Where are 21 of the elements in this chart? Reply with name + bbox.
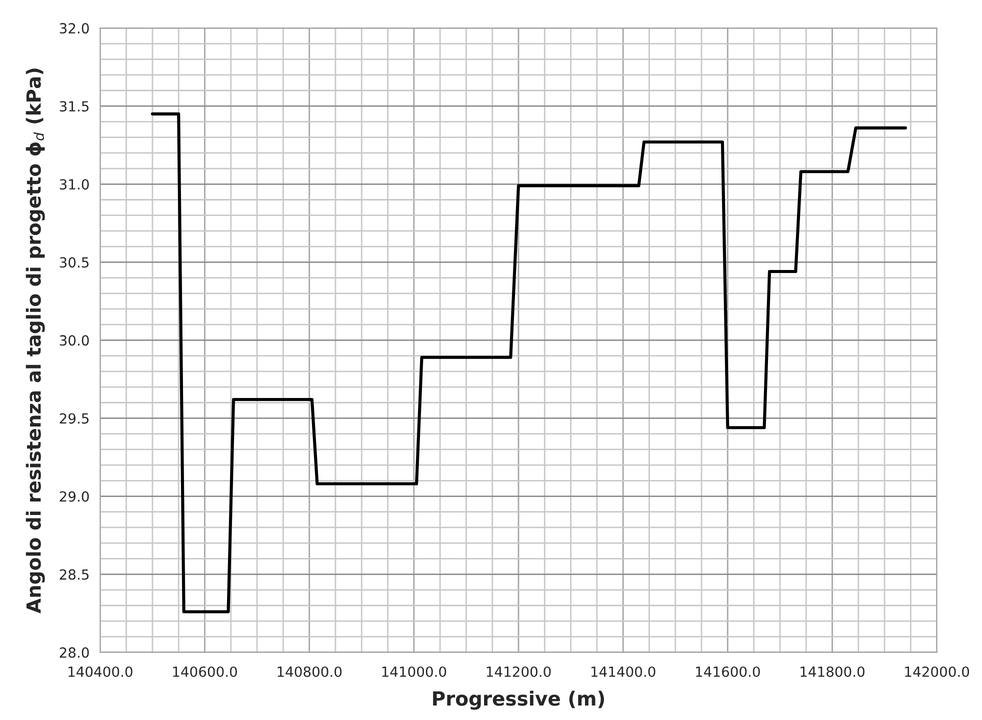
x-tick-label: 142000.0 [905,666,970,677]
y-tick-label: 29.5 [60,413,89,424]
y-tick-label: 28.0 [60,647,89,658]
y-tick-label: 30.0 [60,335,89,346]
y-tick-label: 30.5 [60,257,89,268]
y-tick-label: 32.0 [60,23,89,34]
x-tick-label: 140600.0 [173,666,237,677]
y-tick-label: 28.5 [60,569,89,580]
y-axis-title: Angolo di resistenza al taglio di progetto ϕ$_{d}$ (kPa) [26,68,45,614]
x-axis-title: Progressive (m) [433,690,604,710]
x-tick-label: 141400.0 [591,666,656,677]
y-tick-label: 29.0 [60,491,89,502]
x-tick-label: 140400.0 [68,666,132,677]
x-tick-label: 141800.0 [800,666,864,677]
x-tick-label: 141000.0 [382,666,446,677]
y-tick-label: 31.0 [60,179,89,190]
x-tick-label: 140800.0 [278,666,342,677]
y-tick-label: 31.5 [60,101,89,112]
line-series [150,112,907,614]
x-tick-label: 141200.0 [486,666,551,677]
x-tick-label: 141600.0 [696,666,760,677]
